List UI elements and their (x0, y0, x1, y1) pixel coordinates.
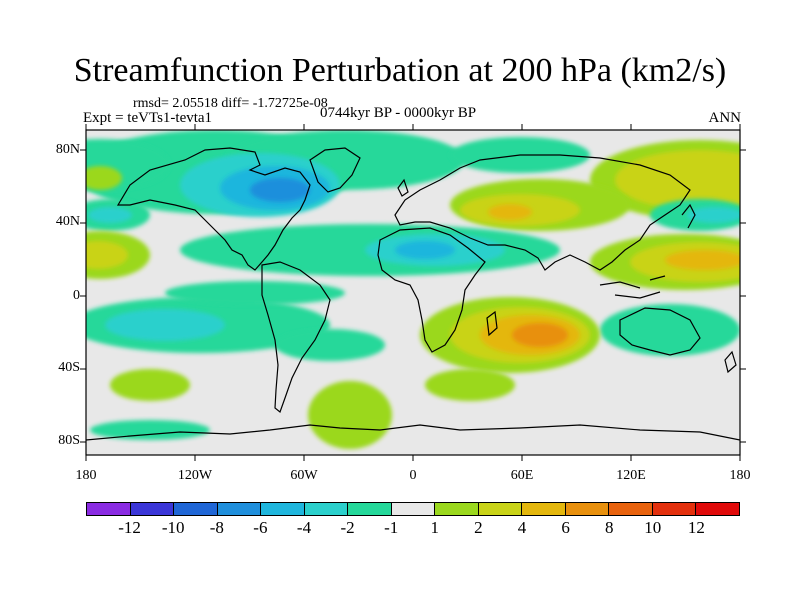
colorbar-label: -4 (296, 518, 312, 537)
plot-title: Streamfunction Perturbation at 200 hPa (… (73, 52, 727, 89)
colorbar-label: 1 (430, 518, 440, 537)
field-pos4-eurasia (488, 204, 532, 220)
colorbar-swatch (652, 503, 697, 515)
colorbar-label: 8 (604, 518, 614, 537)
uk-coast (397, 178, 409, 197)
lat-label-0: 0 (73, 288, 80, 303)
axis-ticks (80, 124, 746, 461)
colorbar-label: 12 (687, 518, 705, 537)
colorbar-swatch (609, 503, 653, 515)
stats-text: rmsd= 2.05518 diff= -1.72725e-08 (133, 96, 328, 111)
north-america-coast (116, 147, 311, 271)
colorbar-swatch (391, 503, 436, 515)
colorbar-swatch (174, 503, 218, 515)
lon-label-120w: 120W (177, 468, 213, 483)
eurasia-coast (394, 154, 691, 271)
colorbar-swatch (217, 503, 262, 515)
field-neg2-east-pacific (687, 207, 740, 223)
lat-label-40s: 40S (58, 360, 80, 375)
colorbar-label: -12 (118, 518, 141, 537)
japan-coast (681, 203, 696, 229)
antarctica-coast (86, 424, 740, 441)
field-positive-antarctic (308, 381, 392, 449)
colorbar (86, 502, 740, 516)
lat-label-40n: 40N (55, 214, 80, 229)
colorbar-swatch (348, 503, 392, 515)
experiment-label: Expt = teVTs1-tevta1 (83, 110, 213, 126)
field-positive-southeast-pacific (110, 369, 190, 401)
colorbar-swatch (565, 503, 610, 515)
colorbar-swatch (522, 503, 566, 515)
greenland-coast (309, 147, 361, 193)
field-neg6-north-america (250, 178, 310, 202)
colorbar-swatch (261, 503, 305, 515)
australia-coast (619, 307, 701, 356)
field-neg2-west-pacific (88, 207, 132, 223)
period-label: 0744kyr BP - 0000kyr BP (320, 105, 477, 121)
lon-label-120e: 120E (616, 468, 646, 483)
field-pos6-indian-ocean (512, 323, 568, 347)
colorbar-swatch (130, 503, 175, 515)
lon-label-0: 0 (409, 468, 417, 483)
field-negative-southwest-pacific (600, 304, 740, 356)
colorbar-label: -10 (161, 518, 185, 537)
colorbar-label: 2 (474, 518, 483, 537)
madagascar-coast (486, 310, 498, 337)
colorbar-label: 6 (561, 518, 570, 537)
colorbar-swatch (478, 503, 523, 515)
coastlines (86, 147, 740, 441)
colorbar-swatch (87, 503, 131, 515)
field-negative-antarctic-pacific (90, 420, 210, 440)
field-positive-dateline-north (86, 166, 122, 190)
field-pos2-central-pacific (86, 241, 128, 269)
lon-label-180-west: 180 (75, 468, 97, 483)
colorbar-label: -2 (340, 518, 355, 537)
colorbar-swatch (696, 503, 739, 515)
field-negative-south-atlantic (275, 329, 385, 361)
field-positive-south-indian (425, 369, 515, 401)
streamfunction-field (86, 130, 740, 449)
colorbar-swatch (304, 503, 349, 515)
lon-label-60e: 60E (510, 468, 534, 483)
lon-label-180-east: 180 (729, 468, 751, 483)
colorbar-label: 10 (644, 518, 662, 537)
colorbar-label: -8 (209, 518, 224, 537)
lat-label-80s: 80S (58, 433, 80, 448)
colorbar-label: -1 (384, 518, 399, 537)
colorbar-label: 4 (517, 518, 527, 537)
season-label: ANN (708, 110, 742, 126)
field-neg2-south-pacific (105, 309, 225, 341)
lon-label-60w: 60W (290, 468, 318, 483)
indonesia-coast (599, 275, 666, 299)
new-zealand-coast (724, 350, 737, 374)
south-america-coast (261, 261, 331, 413)
field-neg4-africa (395, 241, 455, 259)
field-pos4-west-pacific-asia (665, 250, 740, 270)
lat-label-80n: 80N (55, 142, 80, 157)
field-negative-south-america (165, 281, 345, 305)
colorbar-label: -6 (253, 518, 268, 537)
africa-coast (377, 227, 486, 353)
colorbar-swatch (435, 503, 479, 515)
